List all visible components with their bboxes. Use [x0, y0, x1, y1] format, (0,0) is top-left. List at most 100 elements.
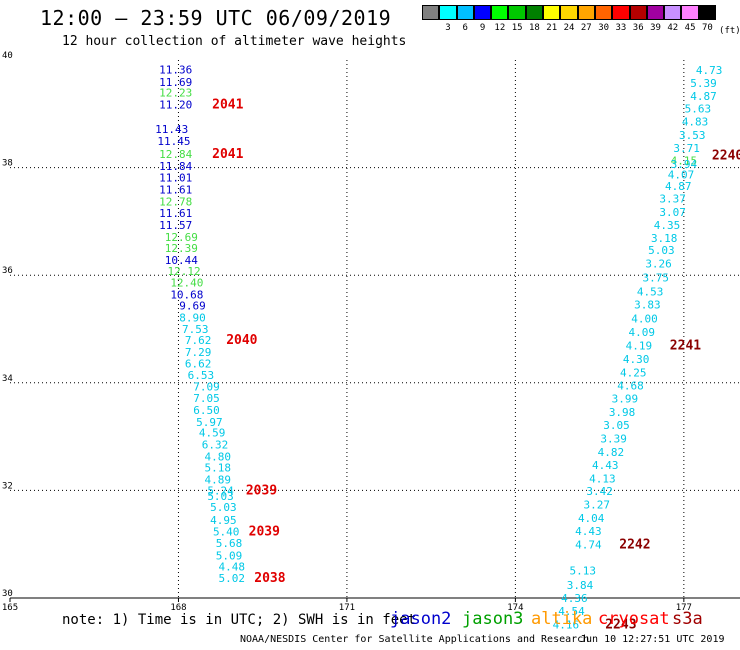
wave-height-label: 9.69: [179, 300, 206, 313]
wave-height-label: 11.84: [159, 160, 192, 173]
color-scale-cell: 36: [629, 5, 647, 36]
wave-height-label: 5.18: [205, 462, 232, 475]
wave-height-label: 12.12: [168, 265, 201, 278]
wave-height-label: 12.78: [159, 195, 192, 208]
wave-height-label: 7.05: [193, 392, 220, 405]
color-swatch: [664, 5, 682, 20]
wave-height-label: 4.35: [654, 219, 681, 232]
wave-height-label: 11.57: [159, 219, 192, 232]
color-scale-label: 18: [529, 23, 540, 33]
color-swatch: [560, 5, 578, 20]
wave-height-label: 4.83: [682, 116, 709, 129]
color-scale-label: 12: [494, 23, 506, 33]
color-swatch: [681, 5, 699, 20]
wave-height-label: 12.39: [165, 242, 198, 255]
wave-height-label: 4.04: [578, 512, 605, 525]
wave-height-label: 4.25: [620, 366, 647, 379]
wave-height-label: 4.68: [617, 379, 644, 392]
color-scale-label: 9: [479, 23, 486, 33]
color-scale-cell: 9: [473, 5, 492, 36]
wave-height-label: 11.01: [159, 172, 192, 185]
color-swatch: [439, 5, 457, 20]
wave-height-label: 3.75: [643, 272, 670, 285]
color-scale-cell: [422, 5, 440, 36]
wave-height-label: 11.20: [159, 98, 192, 111]
color-scale-cell: 24: [560, 5, 578, 36]
wave-height-label: 6.50: [193, 404, 220, 417]
credit-line: NOAA/NESDIS Center for Satellite Applica…: [240, 634, 590, 645]
color-scale-cell: 3: [439, 5, 457, 36]
pass-id-label: 2041: [212, 147, 243, 162]
y-tick-label: 38: [2, 159, 13, 169]
wave-height-label: 4.54: [558, 605, 585, 618]
pass-id-label: 2038: [254, 571, 285, 586]
wave-height-label: 3.05: [603, 419, 630, 432]
wave-height-label: 5.68: [216, 537, 243, 550]
color-swatch: [698, 5, 717, 20]
wave-height-label: 11.61: [159, 207, 192, 220]
wave-height-label: 12.69: [165, 231, 198, 244]
y-tick-label: 30: [2, 589, 13, 599]
satellite-legend-s3a: s3a: [672, 609, 703, 629]
wave-height-label: 12.23: [159, 87, 192, 100]
pass-id-label: 2039: [246, 484, 277, 499]
color-scale-label: 70: [701, 23, 713, 33]
wave-height-label: 3.27: [584, 499, 611, 512]
wave-height-label: 4.48: [219, 561, 246, 574]
wave-height-label: 7.53: [182, 323, 209, 336]
color-scale-label: 45: [684, 23, 696, 33]
pass-id-label: 2242: [619, 538, 650, 553]
color-swatch: [594, 5, 613, 20]
color-scale-cell: 6: [456, 5, 474, 36]
wave-height-label: 3.07: [659, 206, 686, 219]
color-scale-cell: 70: [698, 5, 717, 36]
wave-height-label: 4.43: [575, 525, 602, 538]
pass-id-label: 2039: [249, 525, 280, 540]
wave-height-label: 4.73: [696, 64, 723, 77]
wave-height-label: 3.99: [612, 393, 639, 406]
color-scale-label: 42: [667, 23, 679, 33]
wave-height-label: 4.09: [628, 326, 655, 339]
color-swatch: [646, 5, 665, 20]
x-tick-label: 177: [676, 603, 692, 613]
wave-height-label: 12.40: [170, 276, 203, 289]
wave-height-label: 11.43: [155, 123, 188, 136]
wave-height-label: 5.03: [648, 244, 675, 257]
color-scale-cell: 42: [664, 5, 682, 36]
wave-height-label: 4.07: [668, 168, 695, 181]
y-tick-label: 32: [2, 481, 13, 491]
color-swatch: [473, 5, 492, 20]
wave-height-label: 4.82: [598, 446, 625, 459]
color-scale-cell: 21: [543, 5, 561, 36]
y-tick-label: 34: [2, 374, 13, 384]
color-scale-cell: 33: [612, 5, 630, 36]
color-scale-unit: (ft): [719, 26, 740, 36]
wave-height-label: 3.39: [600, 433, 627, 446]
wave-height-label: 11.36: [159, 63, 192, 76]
pass-id-label: 2041: [212, 97, 243, 112]
color-scale-label: 33: [615, 23, 627, 33]
pass-id-label: 2040: [226, 333, 257, 348]
color-swatch: [543, 5, 561, 20]
color-swatch: [577, 5, 595, 20]
color-scale-cell: 30: [594, 5, 613, 36]
pass-id-label: 2241: [670, 338, 701, 353]
y-tick-label: 36: [2, 266, 13, 276]
chart-subtitle: 12 hour collection of altimeter wave hei…: [62, 34, 407, 49]
color-scale-label: 36: [632, 23, 644, 33]
wave-height-label: 4.89: [205, 473, 232, 486]
color-swatch: [525, 5, 544, 20]
satellite-legend-jason2: jason2: [390, 609, 452, 629]
wave-height-label: 5.03: [210, 501, 237, 514]
wave-height-label: 10.44: [165, 254, 198, 267]
wave-height-label: 4.53: [637, 286, 664, 299]
wave-height-label: 5.24: [207, 485, 234, 498]
wave-height-label: 3.53: [679, 129, 706, 142]
pass-id-label: 2243: [605, 618, 636, 633]
wave-height-label: 7.09: [193, 380, 220, 393]
wave-height-label: 5.40: [213, 526, 240, 539]
color-scale-cell: 39: [646, 5, 665, 36]
wave-height-label: 3.26: [645, 258, 672, 271]
wave-height-label: 4.87: [665, 180, 692, 193]
